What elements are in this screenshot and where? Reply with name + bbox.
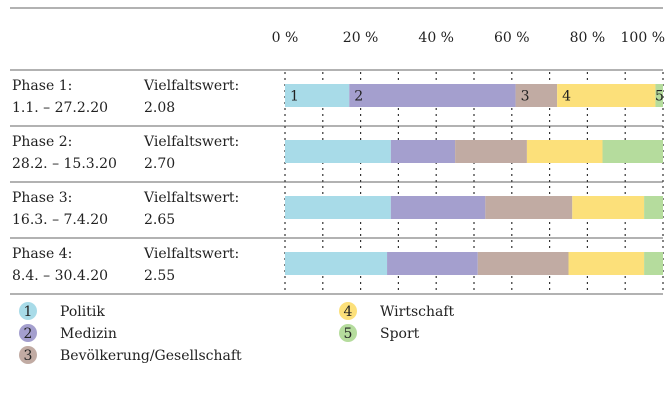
legend-number: 1 <box>24 304 33 320</box>
segment-number: 5 <box>655 89 664 105</box>
bar-segment <box>285 84 350 107</box>
score-label: Vielfaltswert: <box>143 190 239 206</box>
legend-number: 5 <box>344 326 353 342</box>
score-label: Vielfaltswert: <box>143 246 239 262</box>
score-value: 2.65 <box>144 212 175 228</box>
phase-dates: 8.4. – 30.4.20 <box>12 268 108 284</box>
legend-label: Medizin <box>60 326 117 342</box>
score-value: 2.08 <box>144 100 175 116</box>
phase-label: Phase 3: <box>12 190 72 206</box>
bar-segment <box>572 196 645 219</box>
legend-label: Sport <box>380 326 420 342</box>
bar-segment <box>515 84 558 107</box>
bar-segment <box>602 140 663 163</box>
x-tick-label: 40 % <box>418 30 454 46</box>
segment-number: 3 <box>521 89 530 105</box>
x-tick-label: 60 % <box>494 30 530 46</box>
segment-number: 1 <box>290 89 299 105</box>
x-tick-label: 100 % <box>621 30 665 46</box>
bar-segment <box>285 196 391 219</box>
score-label: Vielfaltswert: <box>143 78 239 94</box>
bar-segment <box>526 140 603 163</box>
phase-dates: 28.2. – 15.3.20 <box>12 156 117 172</box>
bar-segment <box>485 196 573 219</box>
bar-segment <box>644 196 663 219</box>
legend-swatch <box>339 324 357 342</box>
phase-label: Phase 4: <box>12 246 72 262</box>
legend-number: 3 <box>24 348 33 364</box>
bar-segment <box>390 140 456 163</box>
phase-dates: 16.3. – 7.4.20 <box>12 212 108 228</box>
bar-segment <box>644 252 663 275</box>
score-value: 2.55 <box>144 268 175 284</box>
segment-number: 4 <box>562 89 571 105</box>
legend-label: Politik <box>60 304 105 320</box>
x-tick-label: 20 % <box>343 30 379 46</box>
x-tick-label: 80 % <box>570 30 606 46</box>
bar-segment <box>390 196 486 219</box>
segment-number: 2 <box>354 89 363 105</box>
score-label: Vielfaltswert: <box>143 134 239 150</box>
bar-segment <box>387 252 478 275</box>
bar-segment <box>568 252 645 275</box>
phase-dates: 1.1. – 27.2.20 <box>12 100 108 116</box>
x-tick-label: 0 % <box>272 30 299 46</box>
bar-segment <box>557 84 656 107</box>
legend-swatch <box>19 346 37 364</box>
legend-label: Bevölkerung/Gesellschaft <box>60 348 242 364</box>
legend-number: 4 <box>344 304 353 320</box>
bar-segment <box>285 252 388 275</box>
legend-swatch <box>19 324 37 342</box>
legend-number: 2 <box>24 326 33 342</box>
phase-label: Phase 2: <box>12 134 72 150</box>
score-value: 2.70 <box>144 156 175 172</box>
bar-segment <box>285 140 391 163</box>
legend-swatch <box>19 302 37 320</box>
bar-segment <box>477 252 569 275</box>
phase-label: Phase 1: <box>12 78 72 94</box>
bar-segment <box>655 84 663 107</box>
bar-segment <box>455 140 527 163</box>
legend-swatch <box>339 302 357 320</box>
legend-label: Wirtschaft <box>380 304 455 320</box>
bar-segment <box>349 84 516 107</box>
